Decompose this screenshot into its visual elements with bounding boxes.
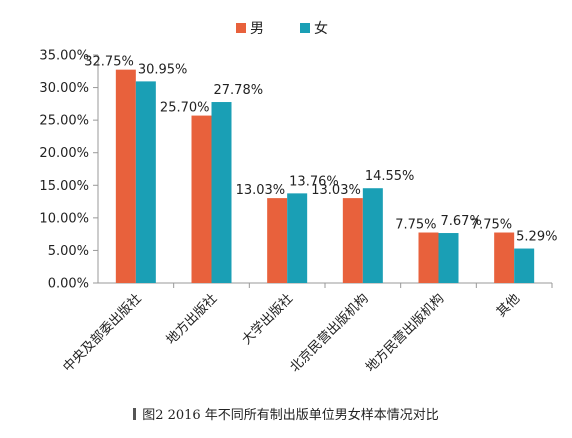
caption-text: 图2 2016 年不同所有制出版单位男女样本情况对比 — [142, 408, 439, 423]
data-label-male: 7.75% — [471, 218, 512, 233]
data-label-female: 14.55% — [365, 169, 415, 184]
bar-male — [418, 232, 439, 283]
caption-mark — [133, 408, 137, 420]
x-category-label: 北京民营出版机构 — [288, 291, 372, 375]
bar-male — [494, 232, 515, 283]
y-tick-label: 30.00% — [39, 81, 89, 96]
bar-female — [135, 81, 156, 283]
x-category-label: 大学出版社 — [239, 291, 296, 348]
data-label-male: 13.03% — [236, 183, 286, 198]
data-label-female: 30.95% — [138, 62, 188, 77]
y-tick-label: 15.00% — [39, 179, 89, 194]
bar-female — [211, 102, 232, 283]
data-label-female: 27.78% — [214, 83, 264, 98]
bar-male — [267, 198, 288, 283]
x-category-label: 中央及部委出版社 — [60, 291, 145, 376]
legend-swatch-female — [300, 23, 310, 33]
y-tick-label: 5.00% — [48, 244, 89, 259]
y-tick-label: 25.00% — [39, 114, 89, 129]
legend-label-female: 女 — [314, 20, 328, 37]
data-label-male: 13.03% — [311, 183, 361, 198]
bar-chart: 0.00% 5.00% 10.00% 15.00% 20.00% 25.00% 30.00%… — [39, 20, 557, 376]
x-category-label: 地方民营出版机构 — [362, 291, 447, 376]
x-category-label: 其他 — [494, 291, 523, 320]
bar-female — [362, 188, 383, 283]
data-label-male: 32.75% — [84, 55, 134, 70]
x-category-label: 地方出版社 — [163, 291, 220, 348]
legend-label-male: 男 — [250, 21, 264, 37]
figure-caption: 图2 2016 年不同所有制出版单位男女样本情况对比 — [0, 404, 572, 423]
bar-female — [438, 233, 459, 283]
legend-swatch-male — [236, 23, 246, 33]
bar-male — [115, 69, 136, 284]
data-label-female: 7.67% — [441, 214, 482, 229]
y-tick-label: 0.00% — [48, 277, 89, 292]
y-tick-label: 10.00% — [39, 211, 89, 226]
y-tick-label: 20.00% — [39, 146, 89, 161]
bar-female — [287, 193, 308, 283]
data-label-male: 7.75% — [395, 218, 436, 233]
data-label-female: 13.76% — [289, 174, 339, 189]
bar-female — [514, 248, 535, 283]
y-tick-label: 35.00% — [39, 49, 89, 64]
bar-male — [191, 115, 212, 283]
bar-male — [342, 198, 363, 283]
data-label-female: 5.29% — [516, 230, 557, 245]
data-label-male: 25.70% — [160, 101, 210, 116]
